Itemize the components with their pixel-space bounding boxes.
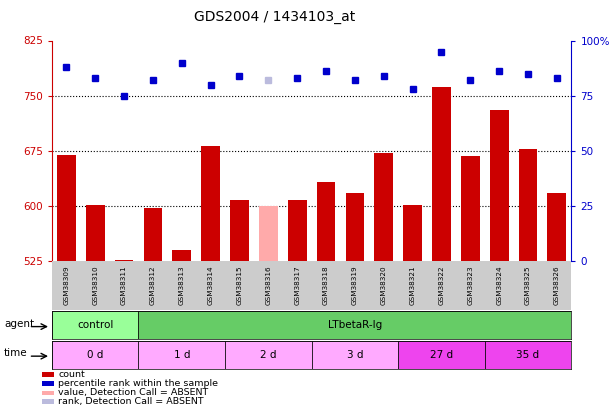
Bar: [461, 156, 480, 261]
Text: GSM38321: GSM38321: [409, 265, 415, 305]
Text: 0 d: 0 d: [87, 350, 103, 360]
Text: LTbetaR-Ig: LTbetaR-Ig: [327, 320, 382, 330]
Text: percentile rank within the sample: percentile rank within the sample: [58, 379, 218, 388]
Text: GDS2004 / 1434103_at: GDS2004 / 1434103_at: [194, 10, 356, 24]
Text: 1 d: 1 d: [174, 350, 190, 360]
Bar: [547, 193, 566, 261]
Bar: [345, 193, 364, 261]
Text: 3 d: 3 d: [346, 350, 363, 360]
Bar: [201, 146, 220, 261]
Text: GSM38325: GSM38325: [525, 265, 531, 305]
Text: 27 d: 27 d: [430, 350, 453, 360]
Bar: [139, 311, 571, 339]
Text: agent: agent: [4, 319, 34, 329]
Text: control: control: [77, 320, 114, 330]
Text: count: count: [58, 370, 85, 379]
Bar: [57, 155, 76, 261]
Bar: [490, 111, 508, 261]
Bar: [42, 399, 54, 404]
Text: 2 d: 2 d: [260, 350, 277, 360]
Bar: [52, 311, 139, 339]
Bar: [52, 341, 139, 369]
Text: GSM38309: GSM38309: [64, 265, 70, 305]
Text: GSM38319: GSM38319: [352, 265, 358, 305]
Bar: [312, 341, 398, 369]
Text: GSM38323: GSM38323: [467, 265, 474, 305]
Bar: [375, 153, 393, 261]
Text: value, Detection Call = ABSENT: value, Detection Call = ABSENT: [58, 388, 208, 397]
Bar: [144, 207, 163, 261]
Text: GSM38320: GSM38320: [381, 265, 387, 305]
Bar: [225, 341, 312, 369]
Bar: [316, 182, 335, 261]
Bar: [288, 200, 307, 261]
Bar: [403, 205, 422, 261]
Bar: [115, 260, 133, 261]
Bar: [519, 149, 538, 261]
Text: time: time: [4, 348, 27, 358]
Bar: [139, 341, 225, 369]
Text: GSM38313: GSM38313: [179, 265, 185, 305]
Text: GSM38312: GSM38312: [150, 265, 156, 305]
Bar: [398, 341, 485, 369]
Text: GSM38322: GSM38322: [439, 265, 444, 305]
Text: GSM38311: GSM38311: [121, 265, 127, 305]
Bar: [86, 205, 104, 261]
Bar: [230, 200, 249, 261]
Text: GSM38326: GSM38326: [554, 265, 560, 305]
Bar: [42, 372, 54, 377]
Text: GSM38316: GSM38316: [265, 265, 271, 305]
Text: GSM38315: GSM38315: [236, 265, 243, 305]
Bar: [432, 87, 451, 261]
Bar: [42, 390, 54, 395]
Text: GSM38310: GSM38310: [92, 265, 98, 305]
Text: GSM38317: GSM38317: [294, 265, 300, 305]
Text: GSM38314: GSM38314: [208, 265, 214, 305]
Text: GSM38318: GSM38318: [323, 265, 329, 305]
Text: 35 d: 35 d: [516, 350, 540, 360]
Text: GSM38324: GSM38324: [496, 265, 502, 305]
Text: rank, Detection Call = ABSENT: rank, Detection Call = ABSENT: [58, 397, 204, 405]
Bar: [259, 206, 278, 261]
Bar: [172, 250, 191, 261]
Bar: [485, 341, 571, 369]
Bar: [42, 381, 54, 386]
